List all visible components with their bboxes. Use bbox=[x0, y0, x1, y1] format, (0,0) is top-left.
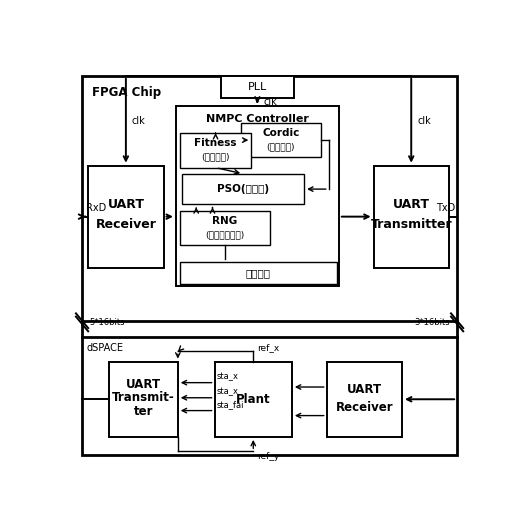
Text: ref_y: ref_y bbox=[257, 452, 280, 461]
Text: sta_fai: sta_fai bbox=[217, 400, 244, 409]
Text: 5*16bits: 5*16bits bbox=[89, 318, 125, 327]
Text: clk: clk bbox=[417, 116, 431, 126]
Text: UART: UART bbox=[126, 378, 161, 392]
Bar bbox=[180, 210, 270, 245]
Text: 矩阵运算: 矩阵运算 bbox=[246, 268, 271, 278]
Text: UART: UART bbox=[393, 198, 430, 211]
Text: Plant: Plant bbox=[236, 393, 270, 406]
Text: (三角函数): (三角函数) bbox=[267, 142, 295, 151]
Text: Transmitter: Transmitter bbox=[370, 218, 452, 231]
Bar bbox=[88, 166, 164, 268]
Text: dSPACE: dSPACE bbox=[86, 343, 123, 353]
Text: Transmit-: Transmit- bbox=[112, 391, 175, 404]
Text: sta_x: sta_x bbox=[217, 372, 239, 381]
Text: ref_x: ref_x bbox=[257, 343, 280, 352]
Text: Fitness: Fitness bbox=[194, 138, 237, 148]
Bar bbox=[180, 133, 251, 167]
Bar bbox=[180, 261, 337, 284]
Text: (目标函数): (目标函数) bbox=[201, 152, 230, 161]
Text: clk: clk bbox=[132, 116, 146, 126]
Bar bbox=[82, 76, 457, 321]
Text: sta_x: sta_x bbox=[217, 387, 239, 396]
Text: RxD: RxD bbox=[86, 204, 106, 214]
Bar bbox=[108, 361, 178, 437]
Text: Cordic: Cordic bbox=[262, 128, 299, 138]
Text: PSO(求解器): PSO(求解器) bbox=[217, 184, 269, 194]
Text: PLL: PLL bbox=[248, 82, 267, 92]
Text: (随机量发生器): (随机量发生器) bbox=[205, 230, 245, 239]
Bar bbox=[221, 76, 294, 98]
Text: NMPC Controller: NMPC Controller bbox=[206, 114, 309, 124]
Bar bbox=[82, 337, 457, 455]
Text: clk: clk bbox=[264, 98, 277, 108]
Text: RNG: RNG bbox=[212, 216, 237, 225]
Text: UART: UART bbox=[347, 383, 382, 395]
Text: Receiver: Receiver bbox=[336, 401, 393, 414]
Bar bbox=[241, 123, 320, 157]
Text: ter: ter bbox=[134, 405, 153, 418]
Text: Receiver: Receiver bbox=[95, 218, 156, 231]
Text: FPGA Chip: FPGA Chip bbox=[92, 86, 161, 99]
Bar bbox=[176, 107, 339, 286]
Bar bbox=[327, 361, 402, 437]
Text: UART: UART bbox=[107, 198, 144, 211]
Text: TxD: TxD bbox=[436, 204, 455, 214]
Text: 3*16bits: 3*16bits bbox=[414, 318, 450, 327]
Bar bbox=[373, 166, 449, 268]
Bar bbox=[182, 174, 304, 205]
Bar bbox=[215, 361, 292, 437]
